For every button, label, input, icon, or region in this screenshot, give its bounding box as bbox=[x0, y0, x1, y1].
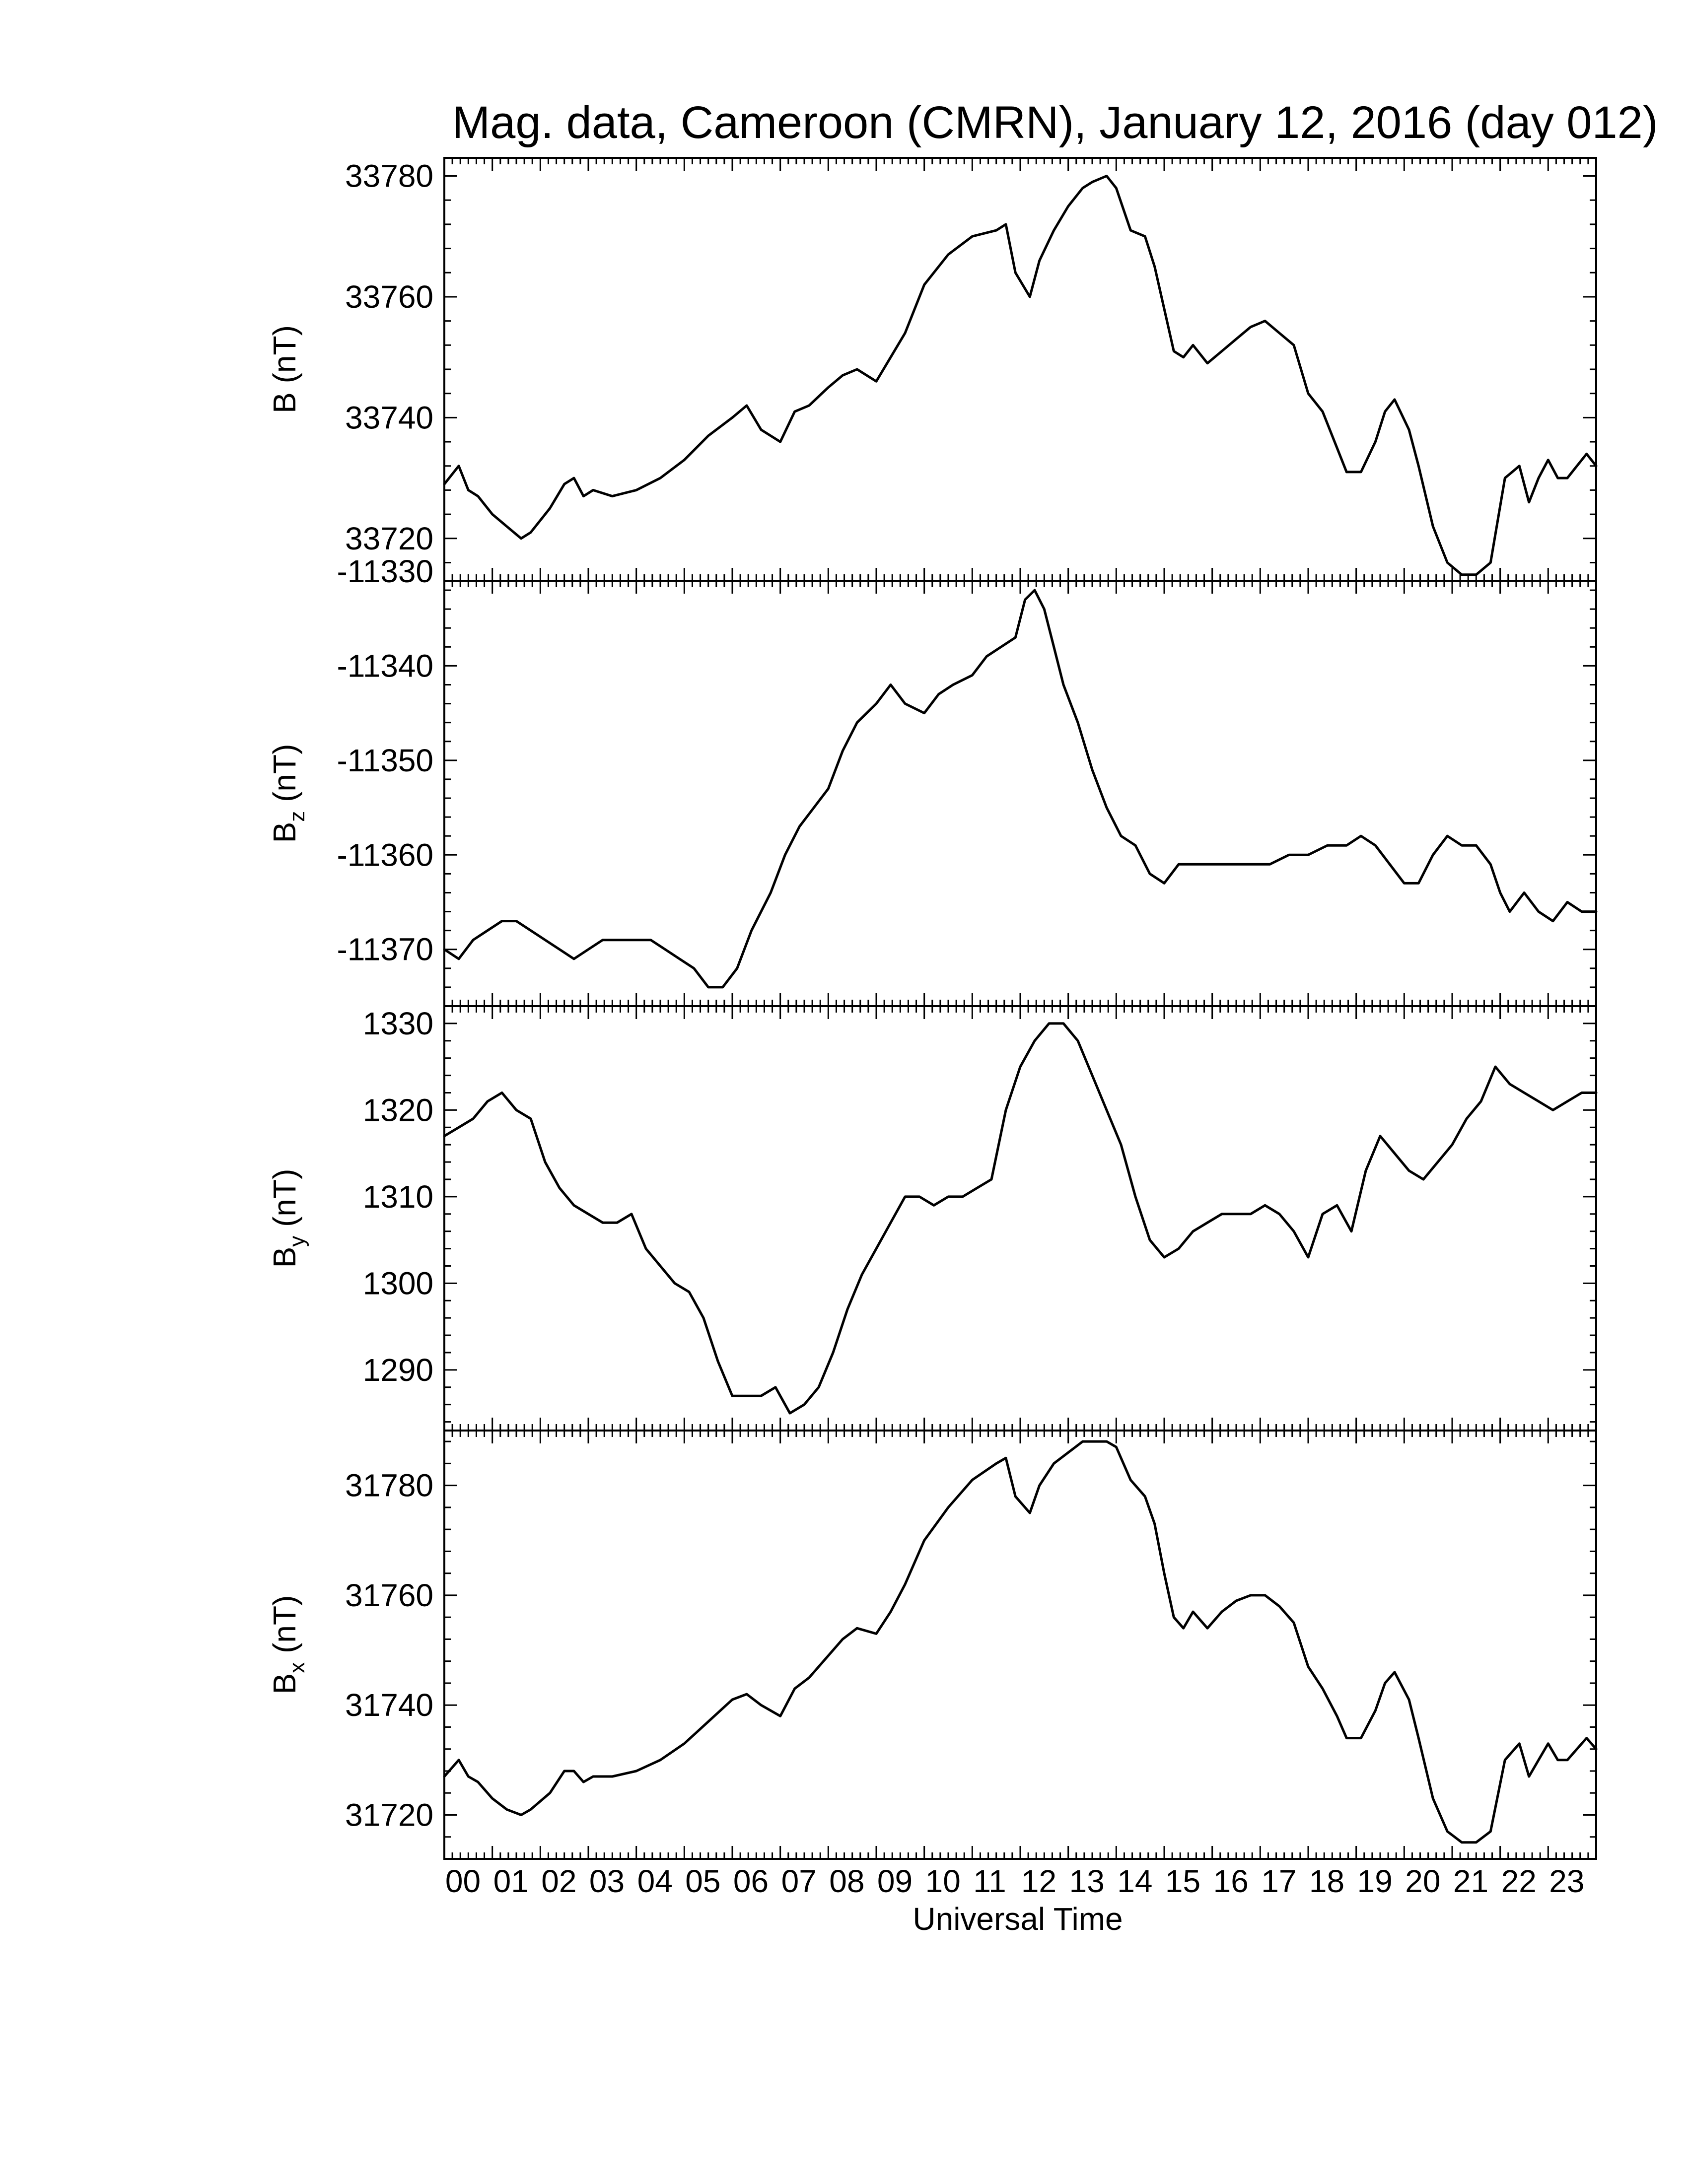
x-tick-labels: 00 01 02 03 04 05 06 07 08 09 10 11 12 13 14 15 16 17 18 19… bbox=[445, 1863, 1585, 1899]
y-tick-label: 33720 bbox=[345, 521, 433, 556]
x-tick-label: 18 bbox=[1309, 1863, 1344, 1899]
y-tick-label: -11330 bbox=[337, 553, 433, 589]
y-tick-label: -11350 bbox=[337, 743, 433, 778]
x-tick-label: 06 bbox=[733, 1863, 769, 1899]
panel-0: 33720 33740 33760 33780 B (nT) bbox=[267, 157, 1598, 582]
x-tick-label: 00 bbox=[445, 1863, 481, 1899]
y-tick-label: 33780 bbox=[345, 158, 433, 194]
x-tick-label: 21 bbox=[1453, 1863, 1488, 1899]
series-line-2 bbox=[443, 1022, 1598, 1415]
y-tick-label: 33760 bbox=[345, 279, 433, 315]
y-tick-label: -11360 bbox=[337, 837, 433, 873]
panel-3: 31720 31740 31760 31780 Bx (nT) bbox=[267, 1430, 1598, 1860]
x-tick-label: 12 bbox=[1021, 1863, 1056, 1899]
y-tick-label: 31740 bbox=[345, 1687, 433, 1723]
panel-frame bbox=[443, 580, 1597, 1007]
y-tick-label: -11340 bbox=[337, 648, 433, 683]
x-tick-label: 16 bbox=[1213, 1863, 1249, 1899]
y-tick-label: 31760 bbox=[345, 1577, 433, 1613]
y-axis-label: By (nT) bbox=[267, 1169, 309, 1268]
x-tick-label: 07 bbox=[781, 1863, 817, 1899]
y-tick-label: 1330 bbox=[363, 1006, 433, 1041]
panel-2: 1290 1300 1310 1320 1330 By (nT) bbox=[267, 1005, 1598, 1432]
x-tick-label: 22 bbox=[1501, 1863, 1537, 1899]
x-tick-label: 01 bbox=[493, 1863, 529, 1899]
x-tick-label: 19 bbox=[1357, 1863, 1393, 1899]
y-tick-label: 1290 bbox=[363, 1352, 433, 1388]
y-tick-label: 31720 bbox=[345, 1797, 433, 1833]
series-line-0 bbox=[443, 175, 1598, 576]
x-tick-label: 20 bbox=[1405, 1863, 1440, 1899]
y-tick-label: -11370 bbox=[337, 932, 433, 967]
y-tick-label: 1300 bbox=[363, 1265, 433, 1301]
y-tick-label: 1310 bbox=[363, 1179, 433, 1215]
y-tick-label: 31780 bbox=[345, 1468, 433, 1503]
x-tick-label: 09 bbox=[877, 1863, 913, 1899]
panel-1: -11370 -11360 -11350 -11340 -11330 Bz (nT) bbox=[267, 553, 1598, 1007]
x-tick-label: 03 bbox=[589, 1863, 625, 1899]
chart-title: Mag. data, Cameroon (CMRN), January 12, … bbox=[452, 97, 1658, 148]
panel-frame bbox=[443, 157, 1597, 582]
x-tick-label: 10 bbox=[925, 1863, 961, 1899]
y-axis-label: Bx (nT) bbox=[267, 1595, 309, 1695]
panel-frame bbox=[443, 1430, 1597, 1860]
x-tick-label: 23 bbox=[1549, 1863, 1584, 1899]
x-axis-label: Universal Time bbox=[913, 1901, 1123, 1937]
x-tick-label: 04 bbox=[637, 1863, 673, 1899]
series-line-1 bbox=[443, 589, 1598, 989]
x-tick-label: 14 bbox=[1117, 1863, 1152, 1899]
x-tick-label: 17 bbox=[1261, 1863, 1296, 1899]
x-tick-label: 13 bbox=[1069, 1863, 1105, 1899]
y-axis-label: Bz (nT) bbox=[267, 744, 309, 843]
x-tick-label: 08 bbox=[829, 1863, 864, 1899]
y-tick-label: 33740 bbox=[345, 400, 433, 435]
y-axis-label: B (nT) bbox=[267, 325, 302, 413]
x-tick-label: 15 bbox=[1165, 1863, 1200, 1899]
y-tick-label: 1320 bbox=[363, 1092, 433, 1128]
x-tick-label: 02 bbox=[541, 1863, 576, 1899]
x-tick-label: 11 bbox=[973, 1863, 1006, 1899]
series-line-3 bbox=[443, 1440, 1598, 1844]
x-tick-label: 05 bbox=[685, 1863, 720, 1899]
